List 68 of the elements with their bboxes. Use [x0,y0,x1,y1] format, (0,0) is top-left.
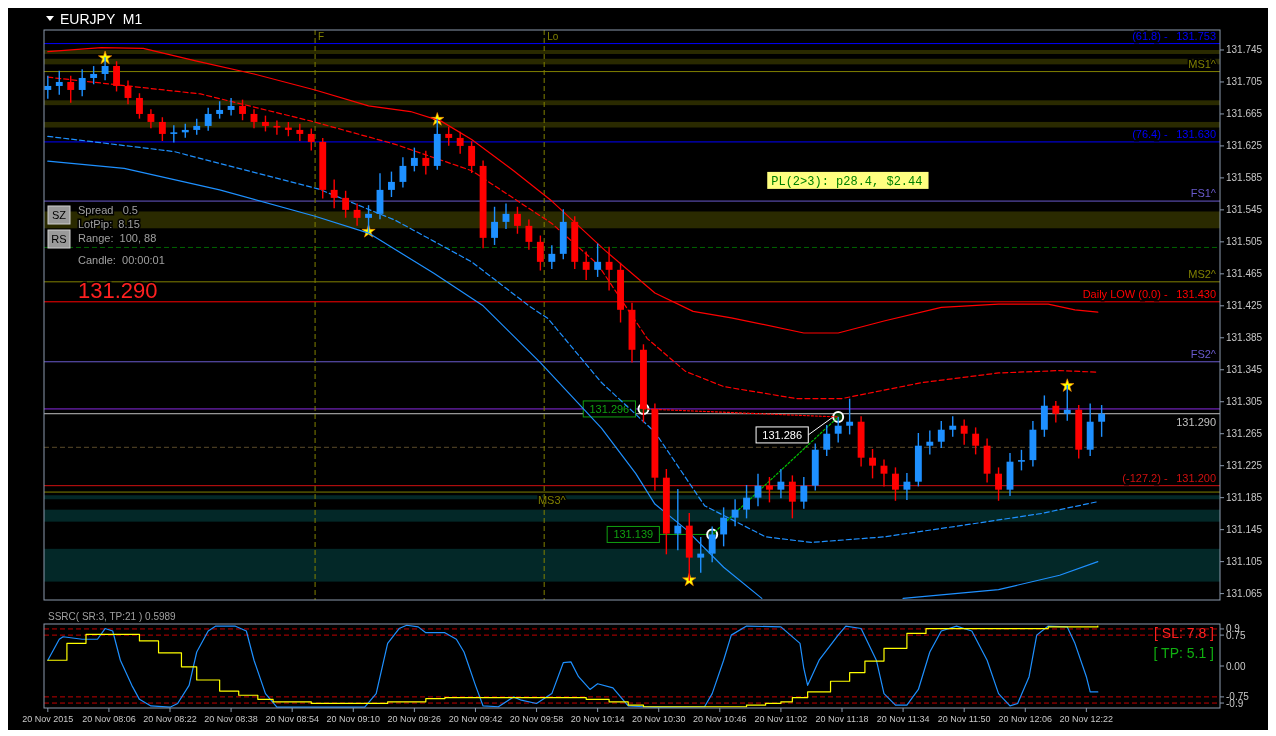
x-tick-label: 20 Nov 09:10 [326,714,381,724]
ref-line-label: Lo [547,31,559,42]
annotation: Spread 0.5 [78,204,138,216]
ref-line-label: 131.630 [1176,127,1216,140]
ref-line-label: 131.430 [1176,287,1216,300]
y-tick-label: 131.345 [1226,364,1263,376]
chart-title: EURJPY M1 [60,11,143,27]
annotation: (-127.2) - [1122,471,1168,484]
annotation: LotPip: 8.15 [78,218,140,230]
ref-line-label: 131.290 [1176,415,1216,428]
y-tick-label: 131.105 [1226,556,1263,568]
annotation: 131.296 [589,402,630,415]
x-tick-label: 20 Nov 12:06 [998,714,1053,724]
ref-line-label: F [318,31,325,42]
x-tick-label: 20 Nov 2015 [22,714,74,724]
x-tick-label: 20 Nov 09:42 [448,714,503,724]
annotation: 131.286 [762,428,803,441]
y-tick-label: 131.225 [1226,460,1263,472]
x-tick-label: 20 Nov 08:06 [82,714,136,724]
ref-line-label: FS1^ [1190,187,1217,200]
x-tick-label: 20 Nov 10:14 [570,714,625,724]
annotation: 131.139 [613,528,654,541]
ref-line-label: 131.753 [1176,29,1216,42]
button: RS [47,229,71,249]
y-tick-label: 131.145 [1226,524,1263,536]
ref-line-label: MS1^ [1188,57,1217,70]
x-tick-label: 20 Nov 11:18 [815,714,869,724]
y-tick-label: 131.185 [1226,492,1263,504]
y-tick-label: 131.745 [1226,44,1263,56]
y-tick-label: 131.065 [1226,588,1263,600]
annotation: PL(2>3): p28.4, $2.44 [771,174,923,189]
x-tick-label: 20 Nov 09:26 [387,714,442,724]
ref-line-label: MS2^ [1188,267,1217,280]
y-tick-label: 131.385 [1226,332,1263,344]
y-tick-label: 131.425 [1226,300,1263,312]
y-tick-label: 131.585 [1226,172,1263,184]
chart-title: SSRC( SR:3, TP:21 ) 0.5989 [48,611,177,622]
annotation: [ TP: 5.1 ] [1153,645,1214,661]
x-tick-label: 20 Nov 11:02 [754,714,808,724]
annotation: Range: 100, 88 [78,232,157,244]
y-tick-label: 131.465 [1226,268,1263,280]
y-tick-label: 131.705 [1226,76,1263,88]
y-tick-label: 131.505 [1226,236,1263,248]
annotation: 131.290 [78,278,158,303]
annotation: (76.4) - [1132,127,1168,140]
ref-line-label: 131.200 [1176,471,1216,484]
button: SZ [47,205,71,225]
annotation: Candle: 00:00:01 [78,254,165,266]
y-tick-label: 0.00 [1226,660,1246,672]
y-tick-label: 131.305 [1226,396,1263,408]
x-tick-label: 20 Nov 09:58 [509,714,564,724]
annotation: [ SL: 7.8 ] [1154,625,1214,641]
ref-line-label: MS3^ [537,494,567,507]
annotation: Daily LOW (0.0) - [1082,287,1168,300]
x-tick-label: 20 Nov 10:30 [631,714,686,724]
x-tick-label: 20 Nov 08:38 [204,714,258,724]
x-tick-label: 20 Nov 12:22 [1059,714,1114,724]
x-tick-label: 20 Nov 11:34 [876,714,930,724]
y-tick-label: 131.665 [1226,108,1263,120]
y-tick-label: 131.265 [1226,428,1263,440]
x-tick-label: 20 Nov 11:50 [937,714,991,724]
y-tick-label: 131.625 [1226,140,1263,152]
x-tick-label: 20 Nov 08:54 [265,714,319,724]
x-tick-label: 20 Nov 08:22 [143,714,197,724]
annotation: (61.8) - [1132,29,1168,42]
x-tick-label: 20 Nov 10:46 [693,714,747,724]
ref-line-label: FS2^ [1190,347,1217,360]
y-tick-label: 131.545 [1226,204,1263,216]
